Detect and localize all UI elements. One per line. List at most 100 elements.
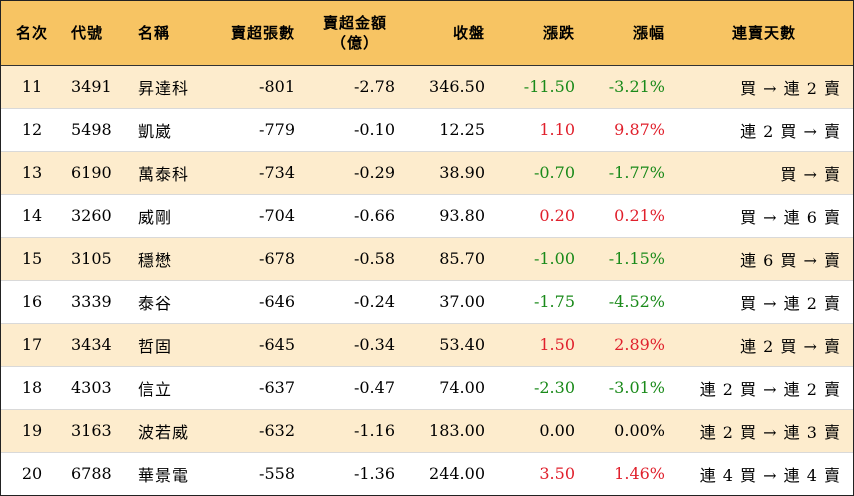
cell-change-pct: -3.01% bbox=[585, 365, 675, 409]
table-row: 13 6190 萬泰科 -734 -0.29 38.90 -0.70 -1.77% 買 → 賣 bbox=[1, 150, 853, 194]
cell-change-pct: 0.21% bbox=[585, 193, 675, 237]
cell-rank: 18 bbox=[1, 365, 63, 409]
cell-code: 4303 bbox=[63, 365, 128, 409]
cell-name: 信立 bbox=[128, 365, 206, 409]
cell-change-pct: 1.46% bbox=[585, 451, 675, 495]
cell-close: 85.70 bbox=[405, 236, 495, 280]
cell-name: 哲固 bbox=[128, 322, 206, 366]
cell-net-sell-lots: -678 bbox=[206, 236, 305, 280]
cell-change: 1.50 bbox=[495, 322, 585, 366]
cell-rank: 19 bbox=[1, 408, 63, 452]
header-net-sell-amount-line2: （億） bbox=[330, 33, 379, 52]
cell-net-sell-amount: -0.10 bbox=[305, 107, 405, 151]
cell-name: 威剛 bbox=[128, 193, 206, 237]
cell-streak: 買 → 賣 bbox=[675, 150, 853, 194]
cell-rank: 14 bbox=[1, 193, 63, 237]
header-net-sell-lots: 賣超張數 bbox=[206, 1, 305, 66]
cell-code: 3339 bbox=[63, 279, 128, 323]
cell-close: 244.00 bbox=[405, 451, 495, 495]
cell-net-sell-amount: -2.78 bbox=[353, 77, 395, 96]
cell-name: 昇達科 bbox=[138, 78, 190, 98]
cell-streak: 買 → 連 2 賣 bbox=[675, 279, 853, 323]
cell-change-pct: -1.15% bbox=[585, 236, 675, 280]
cell-rank: 13 bbox=[1, 150, 63, 194]
header-rank: 名次 bbox=[1, 1, 63, 66]
cell-change-pct: -1.77% bbox=[585, 150, 675, 194]
table-row: 18 4303 信立 -637 -0.47 74.00 -2.30 -3.01% 連 2 買 →… bbox=[1, 365, 853, 409]
cell-net-sell-amount: -0.24 bbox=[305, 279, 405, 323]
cell-close: 12.25 bbox=[405, 107, 495, 151]
table-row: 17 3434 哲固 -645 -0.34 53.40 1.50 2.89% 連 2 買 → 賣 bbox=[1, 322, 853, 366]
cell-close: 93.80 bbox=[405, 193, 495, 237]
table-row: 19 3163 波若威 -632 -1.16 183.00 0.00 0.00% 連 2 買 →… bbox=[1, 408, 853, 452]
cell-change: 1.10 bbox=[495, 107, 585, 151]
table-row: 20 6788 華景電 -558 -1.36 244.00 3.50 1.46% 連 4 買 →… bbox=[1, 451, 853, 495]
cell-streak: 買 → 連 6 賣 bbox=[675, 193, 853, 237]
cell-change: -0.70 bbox=[495, 150, 585, 194]
table-row: 14 3260 威剛 -704 -0.66 93.80 0.20 0.21% 買 → 連 6 賣 bbox=[1, 193, 853, 237]
cell-code: 6788 bbox=[63, 451, 128, 495]
cell-net-sell-lots: -637 bbox=[206, 365, 305, 409]
cell-streak: 買 → 連 2 賣 bbox=[740, 78, 841, 98]
cell-net-sell-lots: -801 bbox=[259, 77, 295, 96]
cell-net-sell-amount: -0.29 bbox=[305, 150, 405, 194]
cell-change: 3.50 bbox=[495, 451, 585, 495]
cell-rank: 17 bbox=[1, 322, 63, 366]
header-streak: 連賣天數 bbox=[675, 1, 853, 66]
cell-code: 3434 bbox=[63, 322, 128, 366]
cell-close: 53.40 bbox=[405, 322, 495, 366]
cell-rank: 12 bbox=[1, 107, 63, 151]
cell-change-pct: 9.87% bbox=[585, 107, 675, 151]
table-row: 12 5498 凱崴 -779 -0.10 12.25 1.10 9.87% 連 2 買 → 賣 bbox=[1, 107, 853, 151]
header-change: 漲跌 bbox=[495, 1, 585, 66]
cell-close: 183.00 bbox=[405, 408, 495, 452]
cell-code: 6190 bbox=[63, 150, 128, 194]
cell-close: 346.50 bbox=[429, 77, 485, 96]
cell-name: 華景電 bbox=[128, 451, 206, 495]
cell-net-sell-amount: -1.36 bbox=[305, 451, 405, 495]
cell-name: 泰谷 bbox=[128, 279, 206, 323]
cell-net-sell-lots: -734 bbox=[206, 150, 305, 194]
cell-change: 0.00 bbox=[495, 408, 585, 452]
cell-net-sell-amount: -1.16 bbox=[305, 408, 405, 452]
header-row: 名次 代號 名稱 賣超張數 賣超金額 （億） 收盤 漲跌 漲幅 連賣天數 bbox=[1, 1, 853, 66]
cell-name: 萬泰科 bbox=[128, 150, 206, 194]
cell-code: 3163 bbox=[63, 408, 128, 452]
cell-rank: 20 bbox=[1, 451, 63, 495]
cell-code: 3491 bbox=[71, 77, 112, 96]
cell-net-sell-amount: -0.47 bbox=[305, 365, 405, 409]
cell-rank: 15 bbox=[1, 236, 63, 280]
cell-name: 穩懋 bbox=[128, 236, 206, 280]
cell-streak: 連 2 買 → 連 2 賣 bbox=[675, 365, 853, 409]
table-body: 11 3491 昇達科 -801 -2.78 346.50 -11.50 -3.21% 買 → … bbox=[1, 65, 853, 495]
header-change-pct: 漲幅 bbox=[585, 1, 675, 66]
cell-close: 37.00 bbox=[405, 279, 495, 323]
cell-change: 0.20 bbox=[495, 193, 585, 237]
cell-change-pct: 0.00% bbox=[585, 408, 675, 452]
header-net-sell-amount: 賣超金額 （億） bbox=[305, 1, 405, 66]
cell-name: 波若威 bbox=[128, 408, 206, 452]
cell-rank: 11 bbox=[21, 77, 43, 96]
cell-change: -1.00 bbox=[495, 236, 585, 280]
cell-streak: 連 6 買 → 賣 bbox=[675, 236, 853, 280]
cell-change-pct: -3.21% bbox=[608, 77, 665, 96]
cell-net-sell-lots: -704 bbox=[206, 193, 305, 237]
cell-net-sell-amount: -0.66 bbox=[305, 193, 405, 237]
cell-streak: 連 4 買 → 連 4 賣 bbox=[675, 451, 853, 495]
cell-change-pct: -4.52% bbox=[585, 279, 675, 323]
cell-streak: 連 2 買 → 賣 bbox=[675, 322, 853, 366]
cell-change: -2.30 bbox=[495, 365, 585, 409]
cell-net-sell-amount: -0.58 bbox=[305, 236, 405, 280]
cell-code: 3260 bbox=[63, 193, 128, 237]
cell-name: 凱崴 bbox=[128, 107, 206, 151]
header-net-sell-amount-line1: 賣超金額 bbox=[322, 13, 387, 32]
header-name: 名稱 bbox=[128, 1, 206, 66]
cell-net-sell-lots: -646 bbox=[206, 279, 305, 323]
cell-change-pct: 2.89% bbox=[585, 322, 675, 366]
cell-net-sell-lots: -632 bbox=[206, 408, 305, 452]
cell-rank: 16 bbox=[1, 279, 63, 323]
table-row: 16 3339 泰谷 -646 -0.24 37.00 -1.75 -4.52% 買 → 連 2… bbox=[1, 279, 853, 323]
cell-change: -1.75 bbox=[495, 279, 585, 323]
cell-streak: 連 2 買 → 賣 bbox=[675, 107, 853, 151]
